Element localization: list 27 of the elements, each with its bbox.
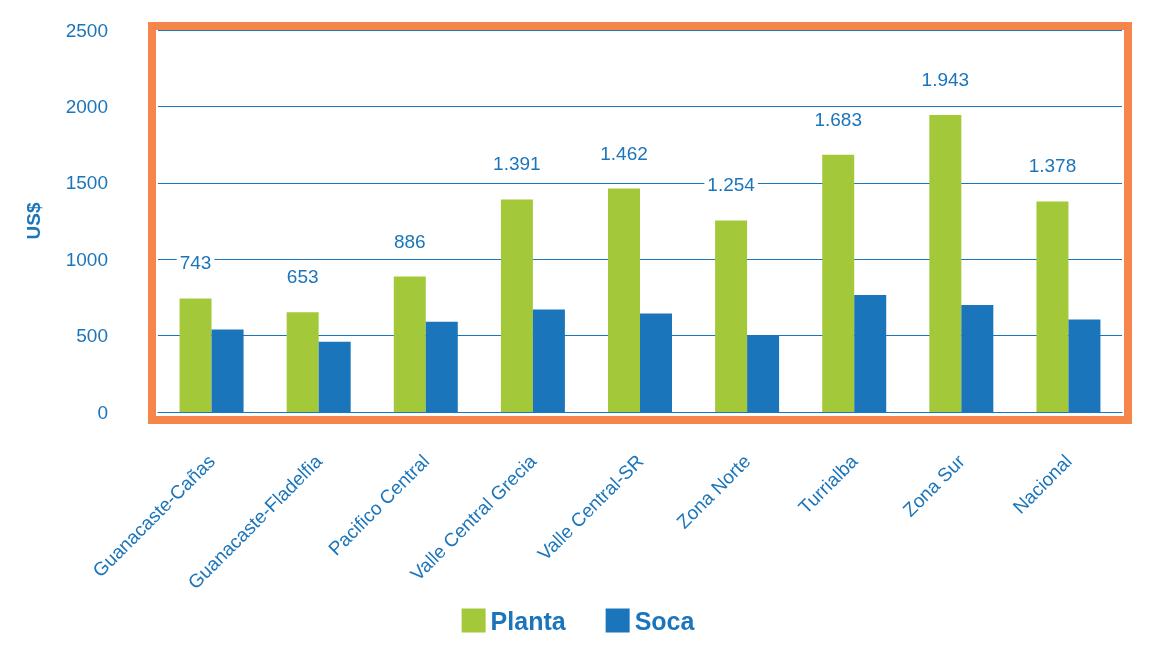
bar [179, 298, 212, 412]
bar [286, 312, 319, 412]
data-label: 743 [179, 252, 212, 274]
data-label: 1.254 [707, 174, 756, 196]
bar [822, 154, 855, 412]
bar [1036, 201, 1069, 412]
y-tick-label: 500 [76, 325, 108, 347]
data-label: 1.462 [600, 142, 648, 164]
y-tick-label: 1500 [65, 172, 108, 194]
data-label: 653 [286, 266, 319, 288]
data-label: 1.378 [1028, 155, 1077, 177]
y-tick-label: 1000 [65, 248, 108, 270]
y-axis-title: US$ [23, 202, 44, 240]
bar [929, 115, 962, 412]
data-label: 1.683 [814, 108, 862, 130]
data-label: 1.943 [921, 69, 970, 91]
y-tick-label: 2000 [65, 95, 108, 117]
bar [608, 188, 640, 412]
data-label: 1.391 [493, 153, 541, 175]
bar [500, 199, 533, 412]
legend-label: Planta [490, 606, 567, 635]
bar [715, 220, 748, 412]
bar [393, 276, 426, 412]
data-label: 886 [393, 230, 426, 252]
legend-label: Soca [634, 606, 696, 635]
y-tick-label: 0 [97, 401, 108, 423]
y-tick-label: 2500 [65, 19, 108, 41]
